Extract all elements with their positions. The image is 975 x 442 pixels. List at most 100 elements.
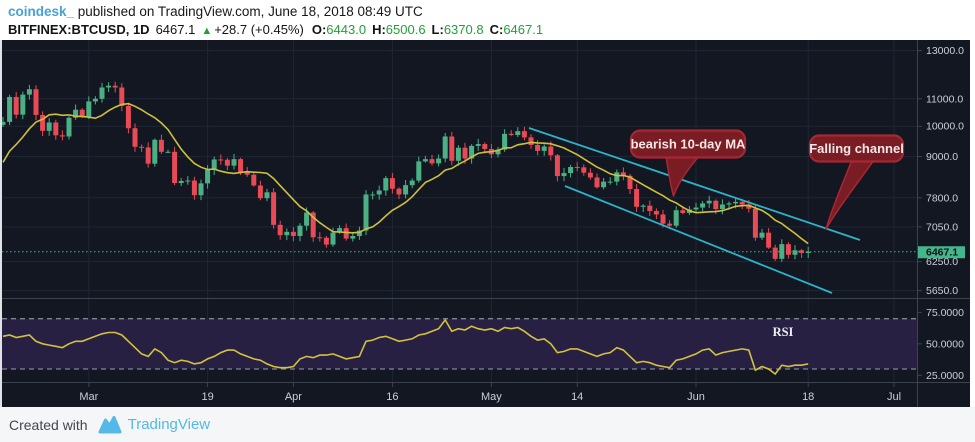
- candle[interactable]: [752, 208, 758, 238]
- candle[interactable]: [614, 172, 620, 182]
- candle[interactable]: [356, 230, 362, 237]
- candle[interactable]: [422, 159, 428, 162]
- candle[interactable]: [792, 250, 798, 255]
- candle[interactable]: [92, 98, 98, 102]
- author-link[interactable]: coindesk_: [8, 4, 75, 19]
- candle[interactable]: [33, 89, 39, 115]
- annotation-bearish-ma[interactable]: bearish 10-day MA: [629, 129, 747, 197]
- rsi-axis[interactable]: 75.0000 50.0000 25.0000: [918, 307, 964, 382]
- candle[interactable]: [733, 201, 739, 204]
- candle[interactable]: [469, 145, 475, 159]
- candle[interactable]: [409, 180, 415, 186]
- candle[interactable]: [554, 155, 560, 177]
- candle[interactable]: [700, 203, 706, 208]
- candle[interactable]: [541, 146, 547, 151]
- candle[interactable]: [772, 247, 778, 259]
- candle[interactable]: [805, 251, 811, 253]
- candle[interactable]: [799, 250, 805, 253]
- candle[interactable]: [785, 244, 791, 255]
- candle[interactable]: [330, 232, 336, 245]
- candle[interactable]: [455, 147, 461, 161]
- candle[interactable]: [172, 151, 178, 184]
- candle[interactable]: [337, 228, 343, 233]
- candle[interactable]: [627, 175, 633, 190]
- candle[interactable]: [271, 192, 277, 225]
- candle[interactable]: [317, 237, 323, 239]
- candle[interactable]: [238, 159, 244, 173]
- candle[interactable]: [370, 194, 376, 196]
- candle[interactable]: [66, 117, 72, 137]
- channel-upper[interactable]: [528, 127, 861, 241]
- candle[interactable]: [548, 146, 554, 156]
- candle[interactable]: [779, 244, 785, 259]
- candle[interactable]: [59, 135, 65, 137]
- candle[interactable]: [495, 149, 501, 155]
- candle[interactable]: [99, 87, 105, 99]
- candle[interactable]: [475, 144, 481, 146]
- rsi-line[interactable]: [2, 318, 809, 376]
- candle[interactable]: [601, 181, 607, 188]
- candle[interactable]: [502, 133, 508, 150]
- candle[interactable]: [561, 173, 567, 177]
- candle[interactable]: [363, 194, 369, 231]
- candle[interactable]: [653, 211, 659, 215]
- candle[interactable]: [73, 109, 79, 118]
- candle[interactable]: [620, 172, 626, 176]
- candle[interactable]: [383, 178, 389, 191]
- candle[interactable]: [640, 205, 646, 207]
- candle[interactable]: [673, 210, 679, 226]
- candle[interactable]: [224, 159, 230, 166]
- candle[interactable]: [26, 89, 32, 95]
- candle[interactable]: [310, 212, 316, 238]
- price-chart[interactable]: 13000.0 11000.0 10000.0 9000.0 7800.0 7050.0 6…: [2, 40, 970, 407]
- candle[interactable]: [205, 169, 211, 184]
- candle[interactable]: [86, 101, 92, 117]
- candle[interactable]: [528, 137, 534, 145]
- candle[interactable]: [191, 180, 197, 196]
- candle[interactable]: [165, 151, 171, 153]
- candle[interactable]: [634, 189, 640, 207]
- channel-lower[interactable]: [564, 185, 833, 294]
- candle[interactable]: [343, 228, 349, 239]
- candle[interactable]: [594, 177, 600, 188]
- candle[interactable]: [158, 139, 164, 152]
- candle[interactable]: [482, 144, 488, 149]
- candle[interactable]: [574, 166, 580, 168]
- candle[interactable]: [218, 159, 224, 161]
- candle[interactable]: [442, 136, 448, 159]
- candle[interactable]: [647, 205, 653, 212]
- tradingview-logo-icon[interactable]: [98, 415, 122, 434]
- candle[interactable]: [40, 114, 46, 131]
- candle[interactable]: [568, 166, 574, 174]
- candle[interactable]: [139, 146, 145, 148]
- candle[interactable]: [713, 200, 719, 210]
- candle[interactable]: [46, 122, 52, 131]
- candle[interactable]: [79, 109, 85, 117]
- candle[interactable]: [726, 203, 732, 205]
- candle[interactable]: [449, 136, 455, 161]
- candle[interactable]: [290, 231, 296, 237]
- candle[interactable]: [119, 87, 125, 106]
- candle[interactable]: [125, 105, 131, 129]
- candle[interactable]: [739, 201, 745, 205]
- candle[interactable]: [436, 158, 442, 164]
- candle[interactable]: [185, 180, 191, 182]
- candle[interactable]: [693, 207, 699, 210]
- candle[interactable]: [132, 128, 138, 147]
- candle[interactable]: [20, 94, 26, 115]
- candle[interactable]: [7, 96, 13, 122]
- ma-10-line[interactable]: [2, 102, 809, 245]
- candle[interactable]: [719, 204, 725, 210]
- candle[interactable]: [759, 232, 765, 238]
- candle[interactable]: [462, 147, 468, 159]
- candle[interactable]: [667, 223, 673, 226]
- candle[interactable]: [429, 159, 435, 164]
- candle[interactable]: [13, 96, 19, 115]
- candle[interactable]: [660, 214, 666, 224]
- candle[interactable]: [323, 237, 329, 245]
- tradingview-link[interactable]: TradingView: [127, 416, 211, 433]
- candle[interactable]: [251, 174, 257, 186]
- candle[interactable]: [403, 185, 409, 195]
- falling-channel-lines[interactable]: [528, 127, 861, 294]
- candle[interactable]: [746, 204, 752, 209]
